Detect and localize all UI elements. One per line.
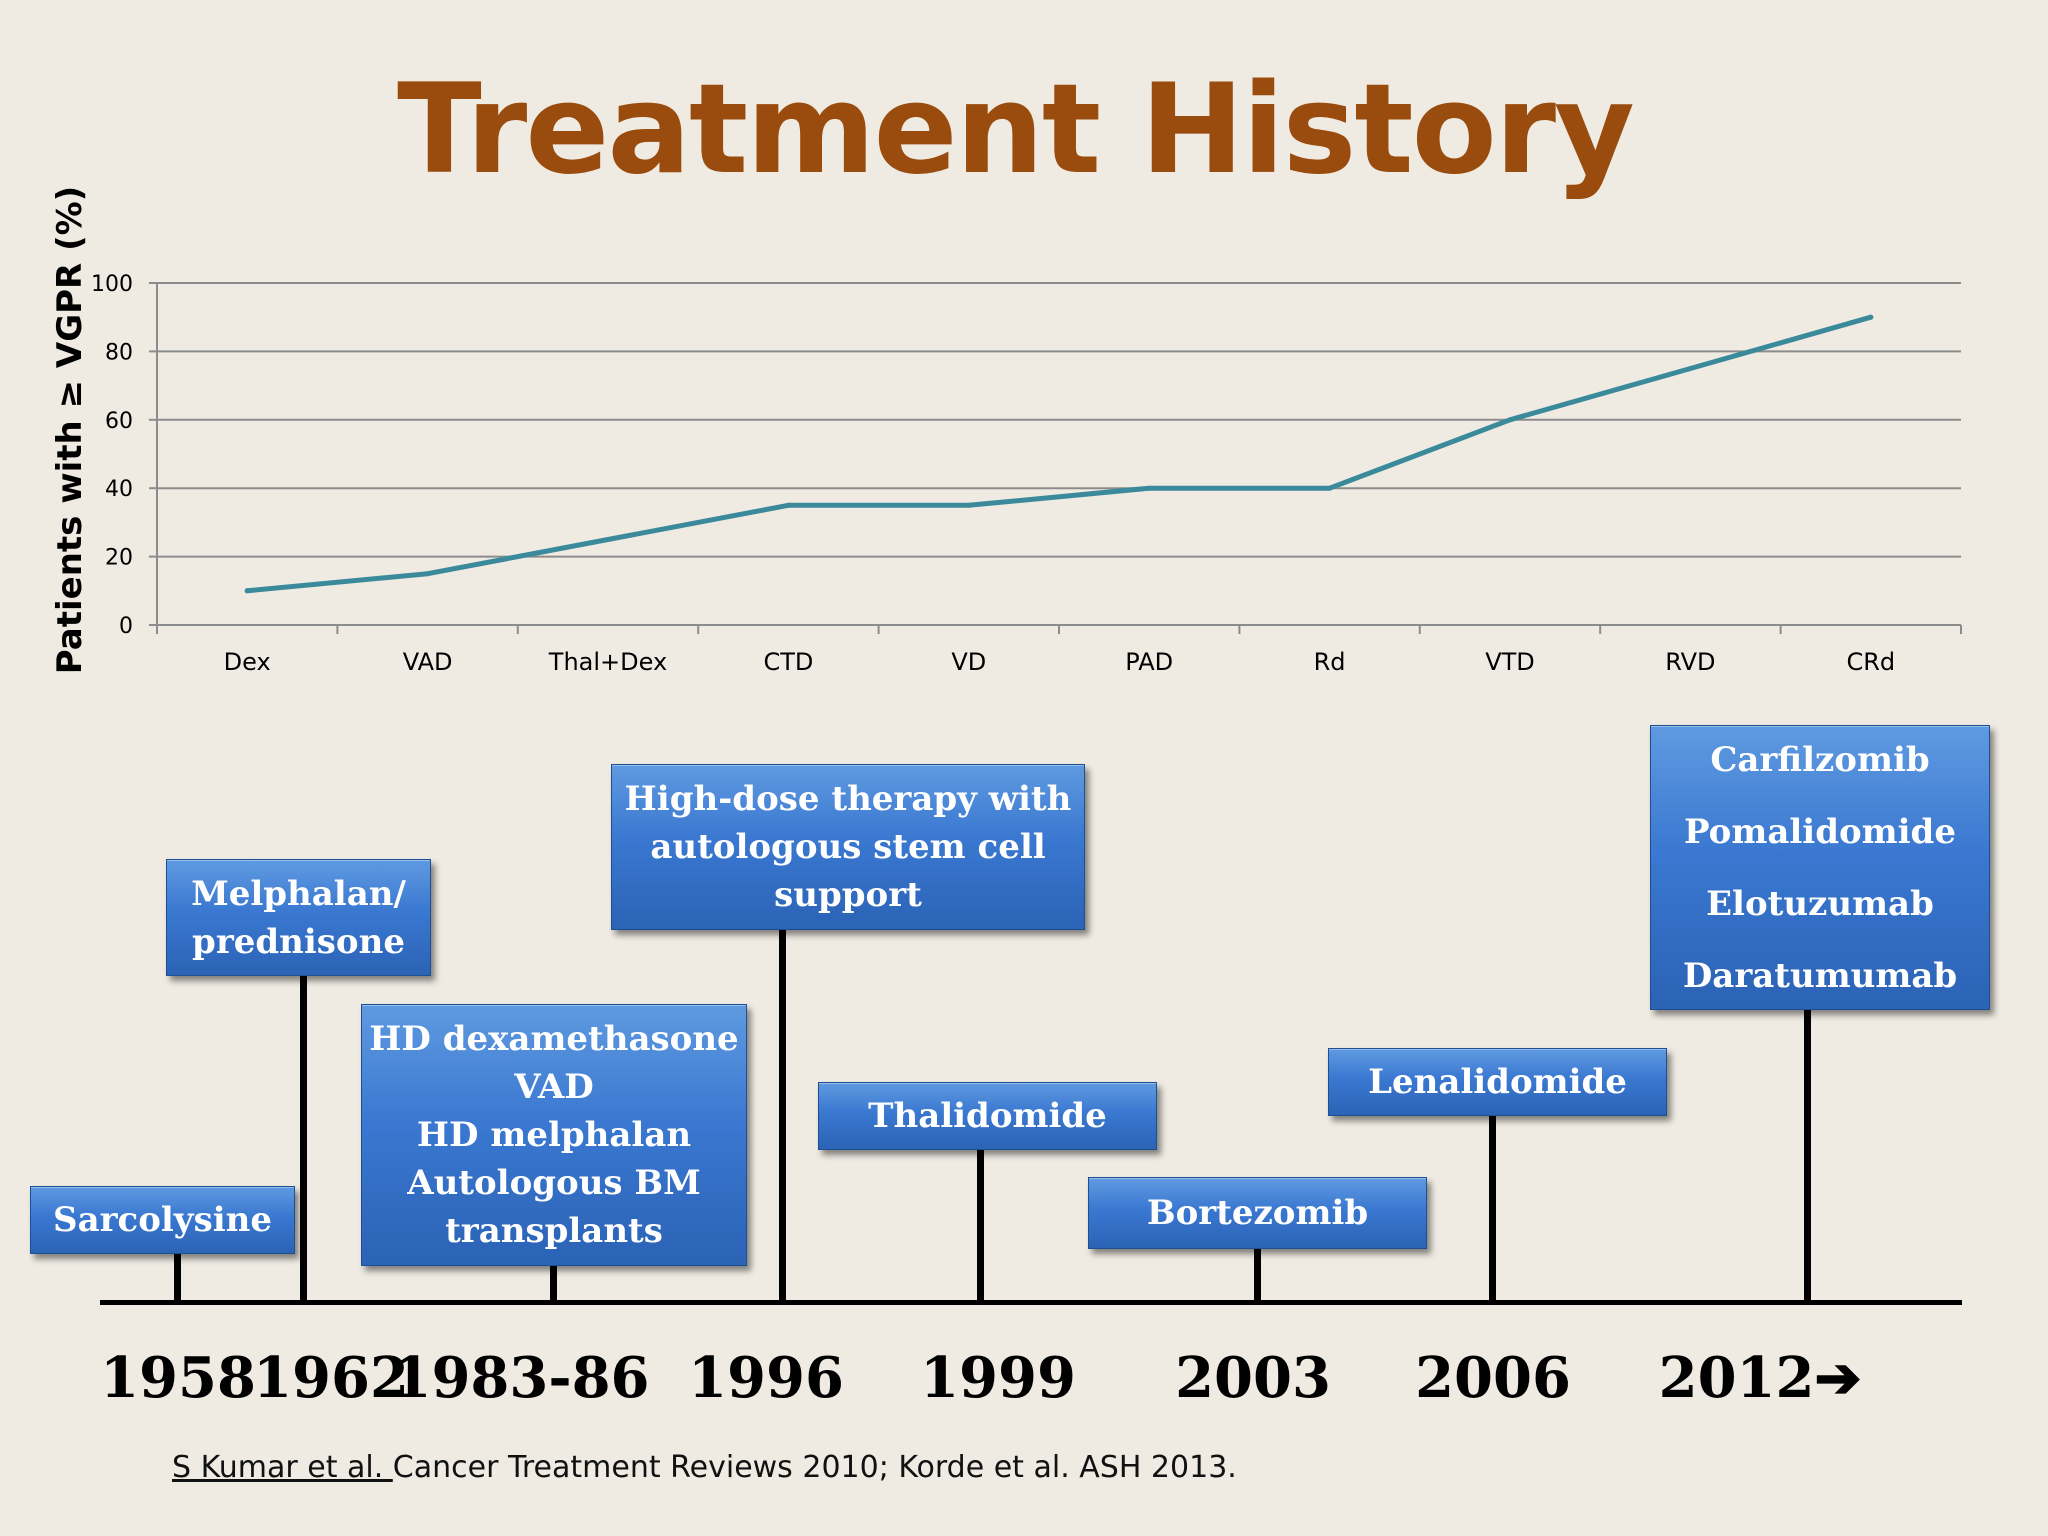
y-tick-label-100: 100: [91, 272, 133, 297]
vgpr-line-chart: 0 20 40 60 80 100 Dex VAD Thal+Dex CTD VD PAD Rd VTD R…: [91, 272, 1962, 676]
box-line: Elotuzumab: [1706, 883, 1934, 924]
box-line: Melphalan/: [191, 873, 406, 914]
x-tick-label-CRd: CRd: [1846, 648, 1895, 676]
x-tick-label-PAD: PAD: [1125, 648, 1173, 676]
stem-1962: [300, 975, 307, 1302]
x-tick-label-CTD: CTD: [763, 648, 813, 676]
year-2012: 2012➔: [1658, 1345, 1862, 1411]
box-line: prednisone: [192, 921, 405, 962]
data-point-CRd: [1868, 314, 1874, 320]
box-line: support: [774, 875, 922, 915]
box-line: VAD: [514, 1067, 594, 1107]
x-tick-label-Rd: Rd: [1314, 648, 1346, 676]
data-point-VD: [966, 502, 972, 508]
citation-rest: Cancer Treatment Reviews 2010; Korde et …: [392, 1450, 1237, 1485]
box-line: autologous stem cell: [650, 827, 1046, 867]
year-2003: 2003: [1175, 1345, 1331, 1411]
y-tick-label-80: 80: [105, 340, 133, 365]
x-tick-label-VAD: VAD: [403, 648, 453, 676]
year-1999: 1999: [920, 1345, 1076, 1411]
box-recent-agents: Carfilzomib Pomalidomide Elotuzumab Dara…: [1650, 725, 1990, 1010]
year-1983-86: 1983-86: [392, 1345, 650, 1411]
series-line-0: [244, 314, 1874, 594]
data-point-PAD: [1146, 485, 1152, 491]
year-1958: 1958: [100, 1345, 256, 1411]
x-tick-label-Dex: Dex: [224, 648, 271, 676]
data-point-Dex: [244, 588, 250, 594]
box-line: Bortezomib: [1146, 1193, 1369, 1233]
stem-2012: [1804, 1008, 1811, 1302]
box-lenalidomide: Lenalidomide: [1328, 1048, 1667, 1116]
stem-2006: [1489, 1115, 1496, 1302]
stem-1958: [174, 1250, 181, 1302]
data-point-RVD: [1687, 366, 1693, 371]
box-line: transplants: [445, 1211, 663, 1251]
year-2006: 2006: [1415, 1345, 1571, 1411]
slide-title: Treatment History: [397, 58, 1635, 202]
box-bortezomib: Bortezomib: [1088, 1177, 1427, 1249]
box-line: Sarcolysine: [53, 1200, 272, 1240]
data-point-CTD: [785, 502, 791, 508]
y-tick-label-20: 20: [105, 546, 133, 571]
citation: S Kumar et al. Cancer Treatment Reviews …: [172, 1450, 1237, 1485]
box-line: Lenalidomide: [1368, 1062, 1627, 1102]
y-tick-label-40: 40: [105, 477, 133, 502]
box-line: Carfilzomib: [1710, 739, 1930, 780]
data-point-VTD: [1507, 417, 1513, 423]
box-line: High-dose therapy with: [624, 779, 1072, 819]
y-tick-label-0: 0: [119, 614, 133, 639]
year-1962: 1962: [253, 1345, 409, 1411]
timeline-axis: [100, 1300, 1962, 1305]
box-high-dose-therapy: High-dose therapy with autologous stem c…: [611, 764, 1085, 930]
data-point-Rd: [1327, 485, 1333, 491]
box-melphalan-prednisone: Melphalan/ prednisone: [166, 859, 431, 976]
y-tick-label-60: 60: [105, 409, 133, 434]
box-line: HD dexamethasone: [369, 1019, 739, 1059]
citation-authors: S Kumar et al.: [172, 1450, 393, 1485]
data-point-Thal+Dex: [605, 537, 611, 542]
box-hd-dexamethasone: HD dexamethasone VAD HD melphalan Autolo…: [361, 1004, 747, 1266]
box-line: HD melphalan: [416, 1115, 692, 1155]
year-1996: 1996: [688, 1345, 844, 1411]
box-line: Autologous BM: [407, 1163, 701, 1203]
stem-2003: [1254, 1247, 1261, 1302]
stem-1983: [550, 1265, 557, 1302]
box-thalidomide: Thalidomide: [818, 1082, 1157, 1150]
box-line: Daratumumab: [1682, 955, 1958, 996]
box-line: Pomalidomide: [1684, 811, 1956, 852]
box-line: Thalidomide: [868, 1096, 1107, 1136]
x-tick-label-RVD: RVD: [1665, 648, 1715, 676]
box-sarcolysine: Sarcolysine: [30, 1186, 295, 1254]
x-tick-label-VTD: VTD: [1485, 648, 1535, 676]
stem-1999: [977, 1150, 984, 1302]
x-tick-label-VD: VD: [951, 648, 986, 676]
x-tick-label-Thal+Dex: Thal+Dex: [548, 648, 667, 676]
stem-1996: [779, 928, 786, 1302]
data-point-VAD: [425, 571, 431, 577]
